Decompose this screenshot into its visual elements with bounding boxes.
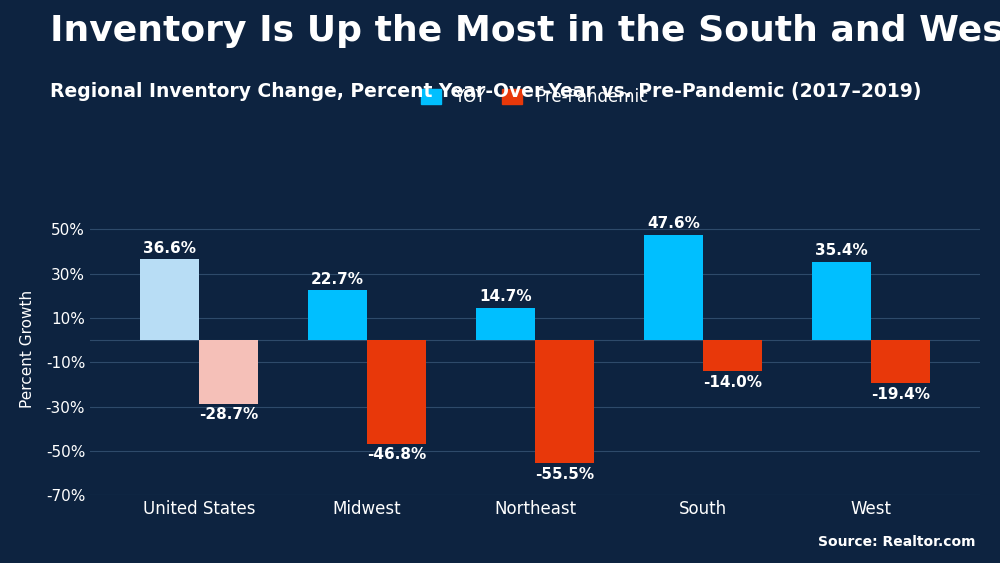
Bar xyxy=(367,340,426,444)
Text: 22.7%: 22.7% xyxy=(311,271,364,287)
Bar xyxy=(871,340,930,383)
Bar xyxy=(703,340,762,371)
Bar xyxy=(199,340,258,404)
Bar xyxy=(308,290,367,340)
Bar xyxy=(535,340,594,463)
Text: -46.8%: -46.8% xyxy=(367,448,426,462)
Bar xyxy=(140,259,199,340)
Text: Source: Realtor.com: Source: Realtor.com xyxy=(818,535,975,549)
Text: Regional Inventory Change, Percent Year-Over-Year vs. Pre-Pandemic (2017–2019): Regional Inventory Change, Percent Year-… xyxy=(50,82,922,101)
Text: 14.7%: 14.7% xyxy=(479,289,532,304)
Y-axis label: Percent Growth: Percent Growth xyxy=(20,290,35,408)
Text: 47.6%: 47.6% xyxy=(647,216,700,231)
Text: 36.6%: 36.6% xyxy=(143,241,196,256)
Legend: YOY, Pre-Pandemic: YOY, Pre-Pandemic xyxy=(421,88,649,106)
Text: -55.5%: -55.5% xyxy=(535,467,594,481)
Bar xyxy=(476,307,535,340)
Text: Inventory Is Up the Most in the South and West: Inventory Is Up the Most in the South an… xyxy=(50,14,1000,48)
Bar xyxy=(644,235,703,340)
Text: -28.7%: -28.7% xyxy=(199,407,258,422)
Text: -19.4%: -19.4% xyxy=(871,387,930,401)
Bar xyxy=(812,262,871,340)
Text: -14.0%: -14.0% xyxy=(703,374,762,390)
Text: 35.4%: 35.4% xyxy=(815,243,868,258)
